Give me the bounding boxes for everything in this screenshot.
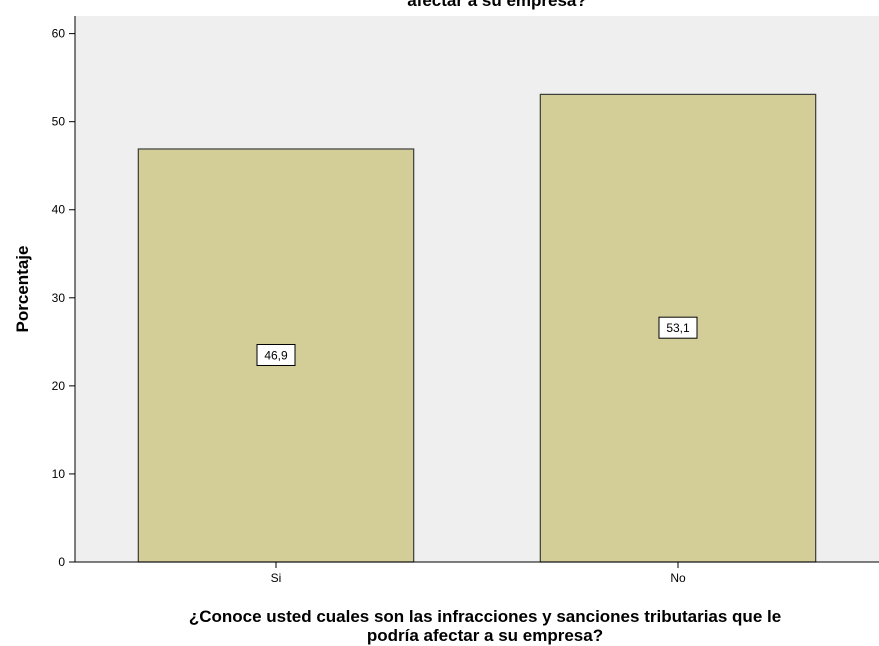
x-ticks: Si No <box>271 562 686 585</box>
y-tick-label: 20 <box>52 379 66 393</box>
x-tick-label: Si <box>271 571 282 585</box>
y-tick-label: 10 <box>52 467 66 481</box>
chart-title: afectar a su empresa? <box>407 0 587 10</box>
y-tick-label: 30 <box>52 291 66 305</box>
x-tick-label: No <box>670 571 686 585</box>
data-label: 53,1 <box>666 321 690 335</box>
y-tick-label: 40 <box>52 203 66 217</box>
data-label-box <box>256 343 296 366</box>
x-axis-title-line-1: ¿Conoce usted cuales son las infraccione… <box>189 607 781 626</box>
data-label-box <box>658 316 698 339</box>
y-tick-label: 60 <box>52 27 66 41</box>
y-tick-label: 50 <box>52 115 66 129</box>
y-axis-title: Porcentaje <box>13 246 32 333</box>
y-tick-label: 0 <box>58 555 65 569</box>
x-axis-title-line-2: podría afectar a su empresa? <box>367 626 603 645</box>
y-ticks: 0 10 20 30 40 50 60 <box>52 27 75 569</box>
data-label: 46,9 <box>264 348 288 362</box>
data-labels: 46,9 53,1 <box>256 316 698 366</box>
